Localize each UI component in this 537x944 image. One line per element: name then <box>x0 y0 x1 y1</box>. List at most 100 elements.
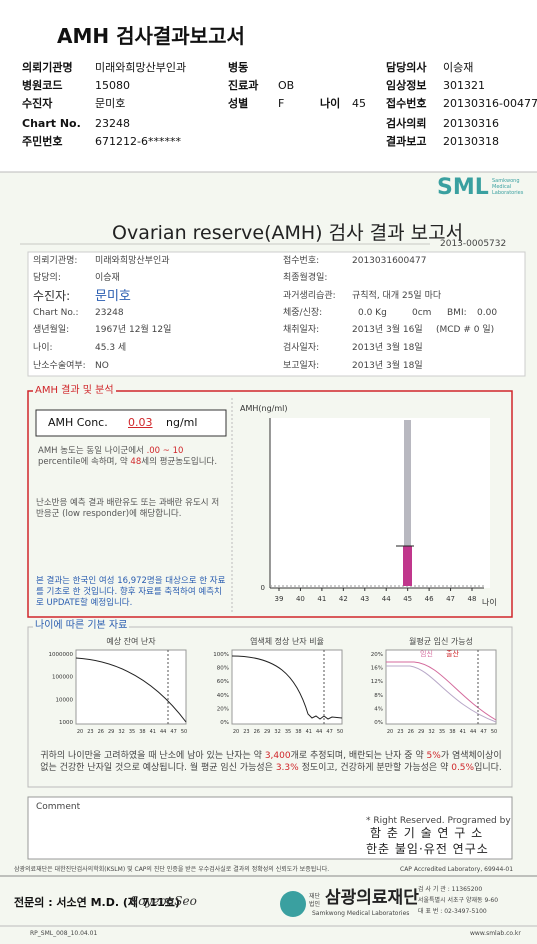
source: 본 결과는 한국인 여성 16,972명을 대상으로 한 자료를 기초로 한 것… <box>36 576 226 608</box>
y-tick: 16% <box>371 666 383 672</box>
x-tick: 26 <box>98 729 104 735</box>
x-tick: 29 <box>108 729 114 735</box>
mini-chart: 염색체 정상 난자 비율 100% 80% 60% 40% 20% 0% 20 23 26 29 32… <box>213 636 343 735</box>
plot-area <box>231 649 343 725</box>
y-tick: 20% <box>371 652 383 658</box>
height: 0cm <box>412 308 432 318</box>
logo-mark <box>280 891 306 917</box>
surgery-label: 난소수술여부: <box>33 361 86 371</box>
mini-chart: 예상 잔여 난자 1000000 100000 10000 1000 20 23 26 29 32… <box>49 636 188 735</box>
lab-no: 검 사 기 관 : 11365200 <box>418 886 483 893</box>
note: AMH 농도는 동일 나이군에서 .00 ~ 10 percentile에 속하… <box>38 446 223 468</box>
x-tick: 50 <box>181 729 187 735</box>
accreditation: 삼광의료재단은 대한진단검사의학회(KSLM) 및 CAP의 진단 인증을 받은… <box>14 866 330 873</box>
logo: SML <box>437 175 489 200</box>
title: Ovarian reserve(AMH) 검사 결과 보고서 <box>112 222 464 244</box>
comment-box <box>27 796 513 860</box>
x-tick: 38 <box>295 729 301 735</box>
birth: 1967년 12월 12일 <box>95 325 172 335</box>
note-part: 세의 평균농도입니다. <box>141 457 218 467</box>
x-tick: 47 <box>170 729 176 735</box>
chart-label: Chart No.: <box>33 308 79 318</box>
curve <box>386 661 497 721</box>
mcd: (MCD # 0 일) <box>436 325 495 335</box>
lmp-label: 최종월경일: <box>283 273 328 283</box>
age: 45 <box>352 97 366 110</box>
hospital-code: 15080 <box>95 79 130 92</box>
summary-part: 5% <box>426 751 441 761</box>
y-tick: 8% <box>374 693 383 699</box>
requester-label: 의뢰기관명: <box>33 256 78 266</box>
summary-part: 개로 추정되며, 배란되는 난자 중 약 <box>290 751 427 761</box>
range-bar <box>404 420 411 586</box>
y-tick: 60% <box>217 679 229 685</box>
y-tick: 10000 <box>56 697 74 703</box>
x-tick: 35 <box>285 729 291 735</box>
x-tick: 20 <box>387 729 393 735</box>
receipt: 2013031600477 <box>352 256 427 266</box>
heading: 나이에 따른 기본 자료 <box>33 620 130 632</box>
x-tick: 44 <box>382 595 391 603</box>
x-tick: 43 <box>360 595 369 603</box>
y-tick: 20% <box>217 706 229 712</box>
credit: * Right Reserved. Programed by <box>366 816 511 826</box>
x-tick: 23 <box>243 729 249 735</box>
x-tick: 41 <box>150 729 156 735</box>
y-tick: 4% <box>374 706 383 712</box>
org2: 한춘 불임·유전 연구소 <box>366 842 489 856</box>
test-label: 검사일자: <box>283 343 320 353</box>
age-label: 나이 <box>320 97 341 110</box>
report-label: 보고일자: <box>283 361 320 371</box>
x-tick: 42 <box>339 595 348 603</box>
amh-box <box>27 390 513 618</box>
note-part: AMH 농도는 동일 나이군에서 <box>38 446 147 456</box>
curve <box>386 665 497 723</box>
y-tick: 12% <box>371 679 383 685</box>
x-tick: 44 <box>316 729 322 735</box>
receipt-label: 접수번호 <box>386 97 427 110</box>
birth-label: 생년월일: <box>33 325 70 335</box>
chart-label: Chart No. <box>22 117 81 130</box>
dept: OB <box>278 79 295 92</box>
x-tick: 46 <box>425 595 434 603</box>
unit: ng/ml <box>166 416 198 429</box>
weight: 0.0 Kg <box>358 308 387 318</box>
doc-no: 2013-0005732 <box>440 239 507 249</box>
patient-label: 수진자 <box>22 97 53 110</box>
x-tick: 32 <box>428 729 434 735</box>
x-tick: 20 <box>77 729 83 735</box>
y-tick: 100% <box>213 652 229 658</box>
note-part: 48 <box>130 457 142 467</box>
x-tick: 40 <box>296 595 305 603</box>
plot-area <box>385 649 497 725</box>
foundation: 삼광의료재단 <box>325 888 419 908</box>
phone: 대 표 번 : 02-3497-5100 <box>418 908 487 915</box>
doctor: 이승재 <box>95 273 120 283</box>
y-tick: 80% <box>217 666 229 672</box>
x-tick: 47 <box>326 729 332 735</box>
cycle-label: 과거생리습관: <box>283 291 336 301</box>
x-tick: 41 <box>306 729 312 735</box>
conc-box <box>35 409 227 437</box>
x-label: 나이 <box>482 597 497 607</box>
sample-label: 채취일자: <box>283 325 320 335</box>
chart: 23248 <box>95 117 130 130</box>
conc: 0.03 <box>128 416 153 429</box>
note-part: .00 ~ 10 <box>146 446 184 456</box>
y-label: AMH(ng/ml) <box>240 404 288 413</box>
legend: 임신 <box>420 649 433 658</box>
title: 염색체 정상 난자 비율 <box>250 636 324 646</box>
cap: CAP Accredited Laboratory, 69944-01 <box>400 866 514 873</box>
x-tick: 32 <box>274 729 280 735</box>
age-label: 나이: <box>33 343 53 353</box>
clinical-label: 임상정보 <box>386 79 427 92</box>
x-tick: 26 <box>254 729 260 735</box>
basic-box <box>27 626 513 788</box>
note-part: percentile에 속하며, 약 <box>38 457 131 467</box>
summary-part: 귀하의 나이만을 고려하였을 때 난소에 남아 있는 난자는 약 <box>40 751 265 761</box>
conc-label: AMH Conc. <box>48 416 108 429</box>
x-tick: 41 <box>460 729 466 735</box>
sample: 2013년 3월 16일 <box>352 325 423 335</box>
curve <box>75 657 187 723</box>
y-tick: 0% <box>374 720 383 726</box>
